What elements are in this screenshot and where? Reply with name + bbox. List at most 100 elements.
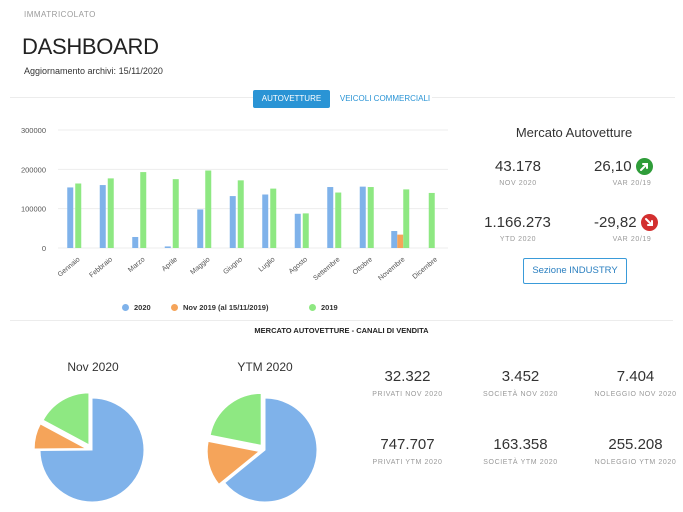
page-subtitle: IMMATRICOLATO xyxy=(24,10,96,19)
x-tick-label: Agosto xyxy=(288,256,309,275)
bar-novembre-0 xyxy=(391,231,398,248)
x-tick-label: Febbraio xyxy=(88,256,114,279)
stat-privati-nov-label: PRIVATI NOV 2020 xyxy=(372,391,443,398)
update-info: Aggiornamento archivi: 15/11/2020 xyxy=(24,66,163,76)
bar-ottobre-0 xyxy=(359,186,366,248)
x-tick-label: Dicembre xyxy=(412,256,440,281)
bar-agosto-0 xyxy=(294,213,301,248)
kpi-ytd-value: 1.166.273 xyxy=(484,214,551,231)
bar-luglio-0 xyxy=(262,194,269,248)
stat-societa-ytm-value: 163.358 xyxy=(493,436,548,453)
industry-section-button[interactable]: Sezione INDUSTRY xyxy=(523,258,627,284)
stat-noleggio-ytm-value: 255.208 xyxy=(608,436,663,453)
bar-dicembre-2 xyxy=(428,192,435,248)
bar-settembre-2 xyxy=(335,192,342,248)
pie-slice-noleggio xyxy=(209,392,262,446)
canali-title: MERCATO AUTOVETTURE - CANALI DI VENDITA xyxy=(254,326,429,335)
x-tick-label: Novembre xyxy=(377,256,406,282)
kpi-nov-value: 43.178 xyxy=(495,158,541,175)
pie-slice-societa xyxy=(206,440,261,486)
stat-privati-nov-value: 32.322 xyxy=(384,368,431,385)
legend-item-2019[interactable]: 2019 xyxy=(309,303,338,312)
legend-item-nov2019[interactable]: Nov 2019 (al 15/11/2019) xyxy=(171,303,268,312)
x-tick-label: Giugno xyxy=(222,256,244,276)
y-tick-label: 300000 xyxy=(21,126,46,135)
divider-left xyxy=(10,97,253,98)
bar-giugno-2 xyxy=(237,180,244,248)
bar-gennaio-2 xyxy=(75,183,82,248)
bar-ottobre-2 xyxy=(367,187,374,248)
bar-maggio-0 xyxy=(197,209,204,248)
pie-slice-societa xyxy=(33,423,87,450)
pie-slice-noleggio xyxy=(42,392,90,446)
chart-x-labels: Gennaio Febbraio Marzo Aprile Maggio Giugno Lu… xyxy=(57,256,439,282)
bar-aprile-0 xyxy=(164,246,171,248)
stat-societa-nov-label: SOCIETÀ NOV 2020 xyxy=(483,391,558,398)
kpi-var-down-label: VAR 20/19 xyxy=(612,236,652,243)
x-tick-label: Ottobre xyxy=(352,256,374,276)
bar-giugno-0 xyxy=(229,196,236,248)
tab-veicoli-commerciali[interactable]: VEICOLI COMMERCIALI xyxy=(339,94,431,103)
y-tick-label: 100000 xyxy=(21,205,46,214)
bar-novembre-1 xyxy=(397,234,404,248)
kpi-nov-label: NOV 2020 xyxy=(499,180,537,187)
legend-label-2020: 2020 xyxy=(134,303,151,312)
kpi-ytd-label: YTD 2020 xyxy=(499,236,537,243)
divider-canali xyxy=(10,320,673,321)
page-title: DASHBOARD xyxy=(22,34,159,59)
kpi-var-down: -29,82 xyxy=(594,214,658,231)
update-label: Aggiornamento archivi: xyxy=(24,66,119,76)
x-tick-label: Aprile xyxy=(161,256,179,273)
bar-maggio-2 xyxy=(205,170,212,248)
bar-chart: 300000 200000 100000 0 Gennaio Febbraio Marzo… xyxy=(21,126,448,282)
bar-agosto-2 xyxy=(302,213,309,248)
stat-privati-ytm-value: 747.707 xyxy=(380,436,435,453)
y-tick-label: 200000 xyxy=(21,165,46,174)
stat-noleggio-nov-label: NOLEGGIO NOV 2020 xyxy=(594,391,677,398)
x-tick-label: Maggio xyxy=(189,256,211,276)
legend-item-2020[interactable]: 2020 xyxy=(122,303,151,312)
kpi-var-down-value: -29,82 xyxy=(594,214,637,231)
stat-privati-ytm-label: PRIVATI YTM 2020 xyxy=(372,459,443,466)
chart-bars xyxy=(67,170,435,248)
chart-grid: 300000 200000 100000 0 xyxy=(21,126,448,253)
stat-societa-ytm-label: SOCIETÀ YTM 2020 xyxy=(483,459,558,466)
x-tick-label: Settembre xyxy=(312,256,341,282)
bar-novembre-2 xyxy=(403,189,410,248)
update-date: 15/11/2020 xyxy=(118,66,163,76)
legend-label-nov2019: Nov 2019 (al 15/11/2019) xyxy=(183,303,269,312)
bar-marzo-0 xyxy=(132,236,139,248)
market-title: Mercato Autovetture xyxy=(515,125,633,140)
legend-dot-2020 xyxy=(122,304,129,311)
arrow-up-right-icon xyxy=(635,158,653,175)
bar-febbraio-2 xyxy=(107,178,114,248)
pie-slice-privati xyxy=(39,397,145,503)
x-tick-label: Gennaio xyxy=(57,256,82,278)
pie-title-nov: Nov 2020 xyxy=(67,360,119,374)
tab-autovetture[interactable]: AUTOVETTURE xyxy=(253,90,330,108)
divider-right xyxy=(432,97,675,98)
x-tick-label: Luglio xyxy=(258,256,277,273)
kpi-var-up-label: VAR 20/19 xyxy=(612,180,652,187)
kpi-var-up-value: 26,10 xyxy=(594,158,632,175)
pie-chart-ytm xyxy=(206,392,318,503)
bar-marzo-2 xyxy=(140,172,147,248)
kpi-var-up: 26,10 xyxy=(594,158,653,175)
pie-title-ytm: YTM 2020 xyxy=(237,360,293,374)
pie-chart-nov xyxy=(33,392,145,503)
bar-settembre-0 xyxy=(327,187,334,248)
stat-noleggio-nov-value: 7.404 xyxy=(616,368,655,385)
y-tick-label: 0 xyxy=(42,244,46,253)
legend-dot-nov2019 xyxy=(171,304,178,311)
legend-label-2019: 2019 xyxy=(321,303,338,312)
bar-aprile-2 xyxy=(172,179,179,248)
arrow-down-right-icon xyxy=(640,214,658,231)
x-tick-label: Marzo xyxy=(127,256,146,274)
stat-societa-nov-value: 3.452 xyxy=(501,368,540,385)
bar-febbraio-0 xyxy=(99,185,106,248)
bar-gennaio-0 xyxy=(67,187,74,248)
bar-luglio-2 xyxy=(270,188,277,248)
legend-dot-2019 xyxy=(309,304,316,311)
pie-slice-privati xyxy=(223,397,318,503)
stat-noleggio-ytm-label: NOLEGGIO YTM 2020 xyxy=(594,459,677,466)
